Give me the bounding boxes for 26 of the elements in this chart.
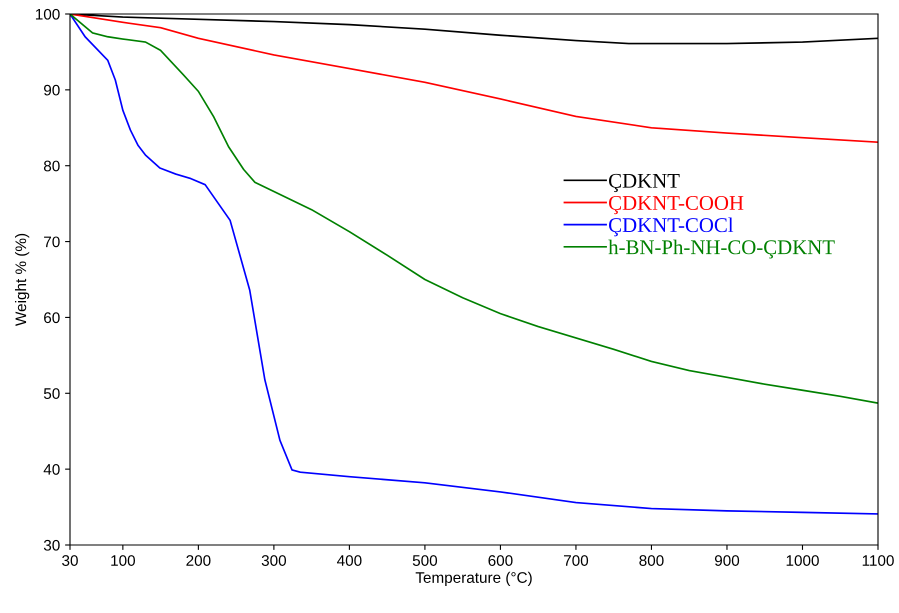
x-tick-label: 30 [62, 555, 78, 566]
x-tick-label: 1100 [862, 555, 894, 566]
legend-label: ÇDKNT-COOH [609, 196, 744, 214]
x-tick-label: 200 [186, 555, 211, 566]
y-tick-label: 70 [44, 236, 60, 248]
legend-label: ÇDKNT [609, 174, 680, 192]
y-axis-title: Weight % (%) [14, 234, 30, 326]
legend-label: h-BN-Ph-NH-CO-ÇDKNT [608, 240, 835, 259]
x-tick-label: 300 [262, 555, 286, 566]
y-tick-label: 100 [36, 8, 60, 20]
y-tick-label: 30 [44, 540, 60, 551]
x-tick-label: 100 [111, 555, 136, 566]
legend-label: ÇDKNT-COCl [609, 217, 734, 236]
y-tick-label: 90 [44, 84, 60, 96]
x-tick-label: 600 [488, 555, 513, 566]
x-tick-label: 500 [412, 555, 438, 566]
y-tick-label: 50 [44, 388, 60, 399]
y-tick-label: 40 [44, 464, 60, 475]
x-tick-label: 1000 [786, 555, 819, 566]
x-tick-label: 800 [639, 555, 664, 566]
x-tick-label: 700 [564, 555, 588, 566]
y-tick-label: 60 [44, 312, 60, 324]
y-tick-label: 80 [44, 160, 60, 172]
x-axis-title: Temperature (°C) [416, 572, 532, 586]
x-tick-label: 900 [714, 555, 740, 566]
x-tick-label: 400 [337, 555, 362, 566]
